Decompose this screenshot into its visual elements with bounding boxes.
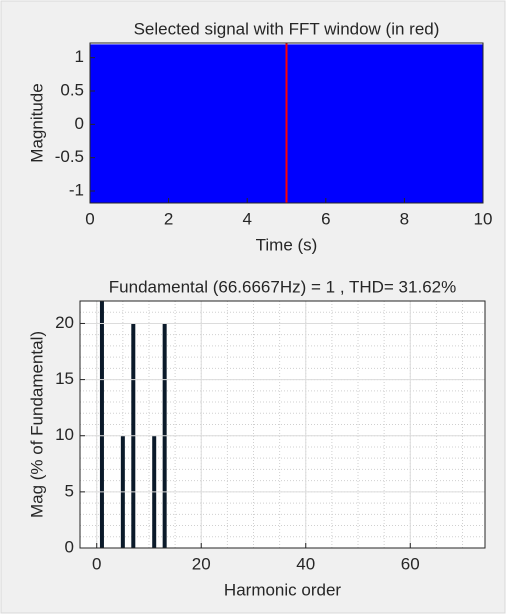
y-tick-label: 0.5: [60, 80, 84, 99]
y-tick-label: 15: [55, 369, 74, 388]
x-axis-label: Harmonic order: [224, 580, 341, 599]
chart-title: Selected signal with FFT window (in red): [134, 19, 440, 38]
x-tick-label: 8: [400, 209, 409, 228]
axes-box: [79, 300, 486, 549]
plot-area: [80, 301, 485, 548]
x-tick-label: 0: [92, 554, 101, 573]
x-tick-label: 6: [321, 209, 330, 228]
x-tick-label: 2: [164, 209, 173, 228]
axes-box: [89, 42, 484, 204]
plot-content: [90, 43, 483, 203]
x-tick-label: 40: [296, 554, 315, 573]
x-tick-label: 10: [474, 209, 493, 228]
x-tick-label: 4: [242, 209, 251, 228]
y-axis-label: Mag (% of Fundamental): [27, 331, 46, 518]
y-tick-label: 0: [75, 114, 84, 133]
y-tick-label: -1: [69, 180, 84, 199]
y-tick-label: 1: [75, 47, 84, 66]
y-tick-label: -0.5: [55, 147, 84, 166]
y-tick-label: 0: [65, 537, 74, 556]
x-tick-label: 0: [85, 209, 94, 228]
x-axis-label: Time (s): [256, 235, 318, 254]
y-tick-label: 5: [65, 481, 74, 500]
y-tick-label: 20: [55, 313, 74, 332]
chart-title: Fundamental (66.6667Hz) = 1 , THD= 31.62…: [109, 277, 456, 296]
x-tick-label: 60: [401, 554, 420, 573]
y-tick-label: 10: [55, 425, 74, 444]
bar: [99, 301, 104, 548]
y-axis-label: Magnitude: [27, 83, 46, 162]
x-tick-label: 20: [192, 554, 211, 573]
